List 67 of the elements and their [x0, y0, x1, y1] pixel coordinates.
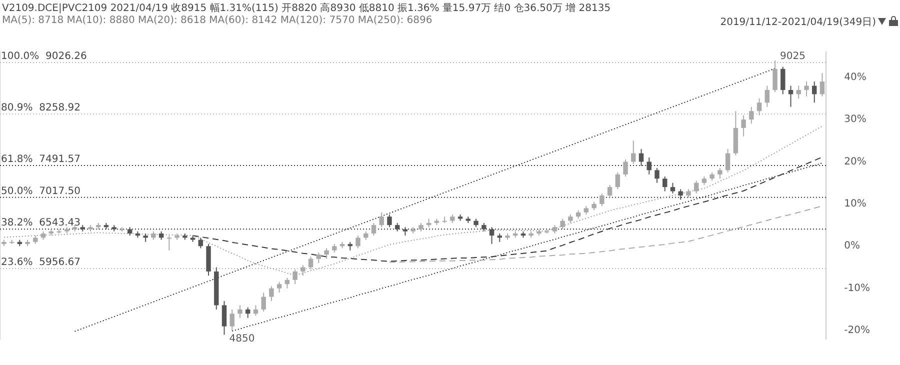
- ref-line-label: 80.9% 8258.92: [1, 102, 80, 114]
- candlestick: [253, 304, 258, 316]
- candlestick: [796, 85, 801, 99]
- candlestick: [198, 237, 203, 249]
- candlestick: [308, 256, 314, 270]
- candlestick: [261, 292, 266, 312]
- candlestick: [489, 226, 494, 245]
- line-series: [388, 206, 823, 263]
- candlestick: [269, 286, 274, 302]
- candlestick: [238, 304, 242, 318]
- candlestick: [560, 218, 565, 230]
- candlestick: [230, 308, 234, 332]
- candlestick: [718, 168, 722, 180]
- y-tick-label: 40%: [844, 72, 866, 83]
- candlestick: [631, 140, 636, 164]
- candlestick: [615, 172, 620, 190]
- candlestick: [166, 235, 172, 251]
- candlestick: [741, 114, 746, 137]
- candlestick: [749, 106, 754, 124]
- candlestick: [756, 98, 762, 116]
- candlestick: [371, 222, 376, 236]
- candlestick: [694, 180, 699, 194]
- y-tick-label: -20%: [844, 325, 870, 336]
- candlestick: [804, 81, 809, 97]
- y-tick-label: 10%: [844, 198, 866, 210]
- candlestick: [300, 264, 306, 276]
- candlestick: [646, 157, 652, 175]
- ref-line-label: 100.0% 9026.26: [1, 51, 87, 62]
- candlestick: [276, 282, 282, 294]
- candlestick: [600, 192, 604, 207]
- line-series: [232, 162, 823, 332]
- candlestick: [725, 148, 730, 173]
- annotation: 4850: [229, 333, 255, 344]
- candlestick: [812, 81, 817, 104]
- candlestick: [764, 85, 770, 108]
- candlestick: [245, 306, 250, 318]
- candlestick: [623, 159, 628, 178]
- y-tick-label: 0%: [844, 240, 860, 252]
- candlestick: [284, 277, 290, 289]
- candlestick: [379, 212, 384, 228]
- y-tick-label: 20%: [844, 156, 866, 168]
- candlestick: [670, 182, 676, 194]
- candlestick: [654, 168, 660, 184]
- candlestick: [662, 176, 668, 192]
- candlestick: [356, 235, 360, 249]
- candlestick: [316, 252, 322, 264]
- ref-line-label: 61.8% 7491.57: [1, 154, 80, 166]
- candlestick: [222, 300, 227, 336]
- text: 2019/11/12-2021/04/19(349日): [720, 16, 876, 29]
- ref-line-label: 23.6% 5956.67: [1, 257, 80, 268]
- candlestick: [607, 184, 612, 198]
- y-tick-label: 30%: [844, 114, 866, 126]
- ref-line-label: 50.0% 7017.50: [1, 186, 80, 197]
- candlestick: [788, 85, 794, 108]
- candlestick: [772, 60, 778, 93]
- ref-line-label: 38.2% 6543.43: [1, 218, 80, 229]
- candlestick: [292, 268, 298, 285]
- candlestick: [820, 72, 825, 97]
- candlestick: [638, 148, 644, 166]
- y-tick-label: -10%: [844, 282, 870, 294]
- candlestick: [678, 188, 683, 200]
- annotation: 9025: [780, 51, 806, 62]
- chart-title: V2109.DCE|PVC2109 2021/04/19 收8915 幅1.31%(115) 开8820 高8930 低8810 振1.36% 量15.97万 结0 仓36.50万 增 28135: [2, 2, 611, 15]
- chart-subtitle: MA(5): 8718 MA(10): 8880 MA(20): 8618 MA(60): 8142 MA(120): 7570 MA(250): 6896: [2, 15, 432, 26]
- candlestick: [324, 248, 329, 260]
- candlestick: [780, 66, 786, 95]
- candlestick: [387, 214, 392, 228]
